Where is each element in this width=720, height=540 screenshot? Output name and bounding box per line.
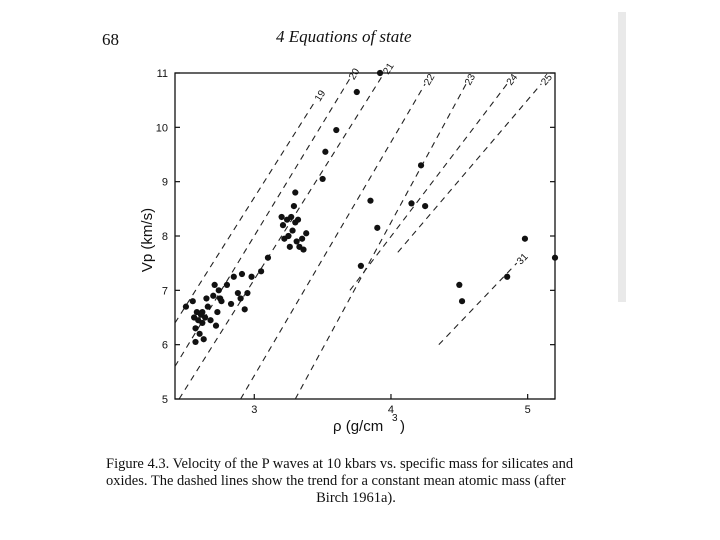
data-point [241, 306, 248, 313]
caption-text: Figure 4.3. Velocity of the P waves at 1… [106, 456, 574, 489]
y-axis-title: Vp (km/s) [139, 208, 156, 272]
data-point [189, 298, 196, 305]
trend-line-24 [349, 83, 508, 291]
x-tick-label: 3 [251, 404, 257, 416]
data-point [521, 235, 529, 242]
data-point [203, 295, 210, 302]
data-point [192, 338, 199, 346]
svg-text:ρ (g/cm: ρ (g/cm [333, 418, 383, 435]
data-point [408, 200, 415, 207]
figure-caption: Figure 4.3. Velocity of the P waves at 1… [106, 456, 606, 507]
trend-label-20: 20 [347, 66, 362, 82]
trend-line-19 [174, 99, 317, 324]
trend-label-21: 21 [381, 61, 396, 77]
trend-line-23 [294, 83, 467, 400]
trend-label-22: 22 [422, 72, 437, 88]
trend-label-23: 23 [463, 72, 478, 87]
trend-line-25 [397, 83, 542, 253]
data-point [227, 300, 235, 308]
axis-ticks: 3 4 5 5 6 7 8 9 10 11 [156, 68, 555, 416]
data-point [279, 222, 287, 229]
data-point [290, 203, 298, 210]
data-point [264, 254, 272, 261]
data-point [200, 336, 207, 343]
y-tick-label: 9 [162, 177, 168, 189]
data-point [293, 238, 300, 245]
data-point [458, 298, 466, 305]
scan-edge [618, 12, 626, 302]
y-tick-label: 7 [162, 285, 168, 297]
data-point [244, 289, 251, 297]
data-point [196, 330, 203, 337]
page-number: 68 [102, 30, 119, 49]
y-tick-label: 8 [162, 231, 168, 243]
trend-line-31 [438, 262, 518, 346]
data-point [288, 213, 295, 221]
trend-line-21 [178, 72, 385, 400]
data-point [333, 126, 340, 134]
trend-lines: 19 20 21 22 23 24 25 31 [174, 61, 555, 400]
data-point [238, 270, 246, 278]
data-point [192, 325, 199, 332]
trend-label-24: 24 [505, 72, 521, 88]
data-point [237, 295, 244, 302]
data-point [212, 322, 220, 329]
data-point [199, 319, 206, 327]
running-head: 4 Equations of state [276, 27, 412, 46]
data-point [376, 69, 384, 77]
data-point [215, 287, 222, 294]
data-point [422, 203, 429, 210]
data-point [230, 273, 237, 280]
data-point [218, 298, 225, 305]
svg-text:): ) [400, 418, 405, 435]
data-point [204, 303, 211, 310]
data-point [214, 308, 221, 316]
data-point [367, 197, 374, 204]
x-tick-label: 5 [525, 404, 531, 416]
data-point [201, 314, 209, 321]
data-point [234, 289, 241, 297]
data-point [504, 273, 511, 280]
data-point [551, 254, 559, 261]
data-point [294, 216, 302, 223]
data-point [182, 303, 190, 310]
data-point [456, 281, 463, 288]
y-tick-label: 11 [157, 68, 168, 80]
data-point [353, 88, 360, 96]
data-point [211, 281, 218, 288]
data-point [207, 317, 214, 324]
data-point [258, 268, 265, 275]
data-points [182, 69, 559, 346]
y-tick-label: 6 [162, 340, 168, 352]
data-point [199, 308, 206, 316]
trend-label-31: 31 [515, 251, 531, 267]
x-axis-title: ρ (g/cm 3 ) [333, 413, 405, 435]
y-tick-label: 5 [162, 394, 168, 406]
data-point [285, 232, 292, 240]
data-point [223, 281, 231, 288]
data-point [299, 235, 306, 242]
data-point [286, 243, 293, 250]
caption-citation: Birch 1961a). [316, 490, 396, 506]
data-point [278, 213, 285, 221]
data-point [374, 224, 381, 231]
data-point [303, 230, 310, 237]
trend-line-22 [240, 83, 426, 400]
trend-label-25: 25 [539, 72, 555, 88]
data-point [357, 262, 364, 269]
trend-label-19: 19 [313, 88, 328, 104]
data-point [248, 273, 255, 280]
data-point [300, 246, 307, 253]
plot-frame [174, 72, 556, 400]
data-point [289, 227, 296, 234]
x-tick-label: 4 [388, 404, 394, 416]
data-point [319, 175, 326, 183]
data-point [322, 148, 329, 155]
data-point [417, 162, 425, 169]
data-point [292, 189, 299, 196]
svg-text:3: 3 [392, 413, 398, 424]
y-tick-label: 10 [156, 122, 168, 134]
data-point [210, 292, 217, 299]
